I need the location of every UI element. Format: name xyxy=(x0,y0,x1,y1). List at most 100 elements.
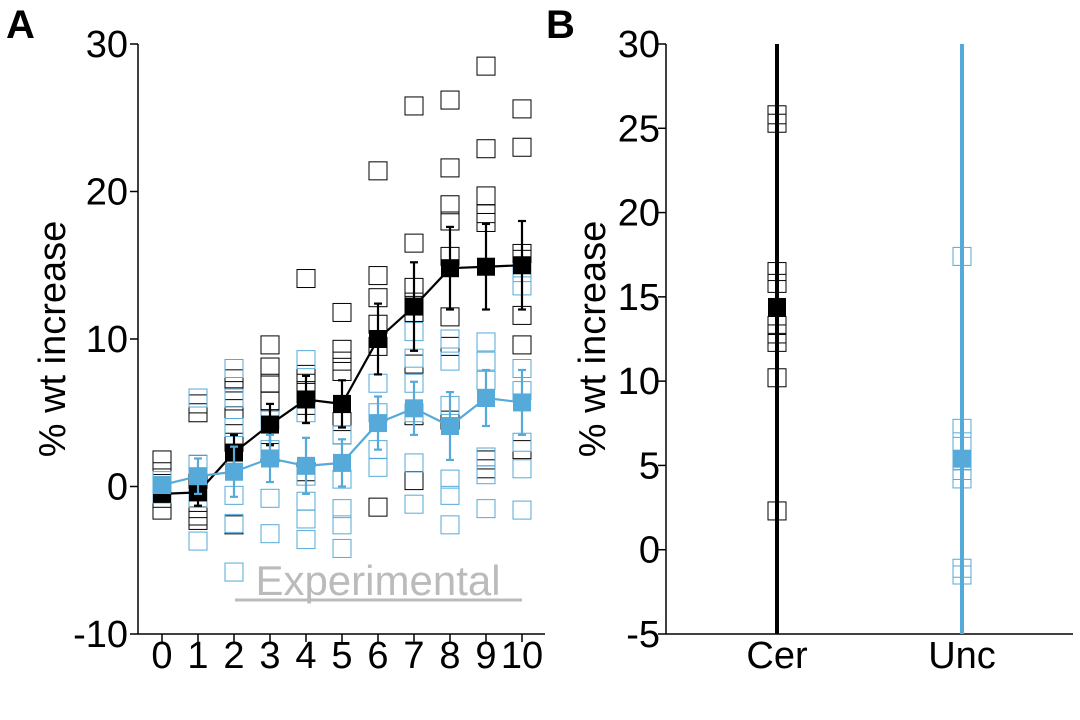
panel-a-x-tick-label: 1 xyxy=(187,635,208,677)
panel-a-x-tick-label: 10 xyxy=(501,635,543,677)
panel-a-individual-point xyxy=(512,440,532,460)
panel-a-individual-point xyxy=(512,335,532,355)
panel-a-y-tick-label: 10 xyxy=(86,319,128,361)
panel-a-y-tick-label: 20 xyxy=(86,172,128,214)
panel-a-y-tick-label: -10 xyxy=(73,614,128,656)
panel-a-x-tick-label: 3 xyxy=(259,635,280,677)
panel-b-y-tick-label: 0 xyxy=(639,530,660,572)
panel-a-mean-point xyxy=(153,476,171,495)
panel-a-x-tick-label: 5 xyxy=(331,635,352,677)
panel-a-points xyxy=(152,56,532,582)
panel-a-individual-point xyxy=(440,195,460,215)
panel-a-x-tick-label: 9 xyxy=(475,635,496,677)
panel-a-individual-point xyxy=(476,186,496,206)
panel-a-mean-point xyxy=(297,456,315,475)
panel-a-individual-point xyxy=(296,530,316,550)
panel-a-mean-point xyxy=(333,394,351,413)
panel-a-mean-point xyxy=(477,257,495,276)
panel-b-y-tick-label: 30 xyxy=(618,24,660,66)
panel-a-y-ticks: -10 0 10 20 30 xyxy=(73,24,138,656)
panel-a-individual-point xyxy=(224,562,244,582)
panel-b: B % wt increase -5 0 5 10 15 20 25 30 Cer Unc xyxy=(546,3,1073,677)
panel-a-individual-point xyxy=(368,161,388,181)
panel-a-individual-point xyxy=(440,329,460,349)
panel-a-individual-point xyxy=(188,403,208,423)
panel-a-individual-point xyxy=(188,510,208,530)
panel-b-content xyxy=(767,44,972,634)
panel-a-x-tick-label: 8 xyxy=(439,635,460,677)
panel-a-mean-point xyxy=(441,259,459,278)
panel-b-y-ticks: -5 0 5 10 15 20 25 30 xyxy=(618,24,666,656)
panel-a-x-tick-label: 6 xyxy=(367,635,388,677)
panel-a-individual-point xyxy=(476,56,496,76)
panel-a-mean-point xyxy=(513,256,531,275)
panel-a-individual-point xyxy=(476,499,496,519)
panel-a-individual-point xyxy=(404,96,424,116)
panel-a-individual-point xyxy=(224,381,244,401)
panel-a-individual-point xyxy=(440,515,460,535)
panel-a-mean-point xyxy=(405,399,423,418)
panel-b-x-tick-label: Unc xyxy=(928,635,996,677)
panel-a-individual-point xyxy=(404,494,424,514)
panel-b-y-tick-label: 15 xyxy=(618,277,660,319)
panel-a-annotation: Experimental xyxy=(235,557,522,604)
panel-a-individual-point xyxy=(512,459,532,479)
panel-a-x-tick-label: 4 xyxy=(295,635,316,677)
panel-a-mean-point xyxy=(441,417,459,436)
panel-b-individual-point xyxy=(767,113,787,133)
panel-a-individual-point xyxy=(440,336,460,356)
experimental-label: Experimental xyxy=(255,557,500,604)
panel-a-individual-point xyxy=(296,350,316,370)
panel-a-individual-point xyxy=(188,506,208,526)
panel-a-individual-point xyxy=(152,500,172,520)
panel-a-individual-point xyxy=(332,499,352,519)
panel-a-individual-point xyxy=(440,158,460,178)
panel-a-mean-point xyxy=(261,449,279,468)
panel-b-y-tick-label: 25 xyxy=(618,108,660,150)
panel-a-individual-point xyxy=(224,369,244,389)
panel-b-individual-point xyxy=(767,262,787,282)
panel-a-mean-point xyxy=(369,414,387,433)
panel-a-mean-point xyxy=(261,415,279,434)
panel-a-individual-point xyxy=(404,453,424,473)
panel-b-mean-point xyxy=(953,449,971,468)
panel-a-mean-point xyxy=(297,390,315,409)
panel-a-individual-point xyxy=(224,388,244,408)
panel-b-mean-point xyxy=(768,297,786,316)
panel-a-mean-point xyxy=(477,389,495,407)
panel-a-individual-point xyxy=(476,139,496,159)
panel-b-individual-point xyxy=(952,246,972,266)
panel-a-x-tick-label: 2 xyxy=(223,635,244,677)
panel-b-individual-point xyxy=(952,469,972,489)
panel-a-mean-point xyxy=(333,453,351,472)
panel-b-label: B xyxy=(546,3,575,47)
panel-a-individual-point xyxy=(188,388,208,408)
panel-b-individual-point xyxy=(767,332,787,352)
panel-a-individual-point xyxy=(440,485,460,505)
panel-b-x-ticks: Cer Unc xyxy=(746,635,995,677)
panel-b-individual-point xyxy=(767,368,787,388)
panel-a-means xyxy=(153,219,531,507)
panel-a-y-axis-label: % wt increase xyxy=(32,221,74,458)
panel-a-individual-point xyxy=(368,373,388,393)
panel-a-x-tick-label: 7 xyxy=(403,635,424,677)
panel-a-individual-point xyxy=(476,332,496,352)
panel-a-individual-point xyxy=(224,406,244,426)
panel-a-individual-point xyxy=(296,509,316,529)
panel-a-x-ticks: 0 1 2 3 4 5 6 7 8 9 10 xyxy=(151,634,543,677)
panel-a-y-tick-label: 30 xyxy=(86,24,128,66)
panel-a-mean-point xyxy=(513,393,531,412)
panel-a-individual-point xyxy=(476,465,496,485)
panel-b-x-tick-label: Cer xyxy=(746,635,808,677)
panel-b-y-tick-label: 5 xyxy=(639,445,660,487)
panel-a-individual-point xyxy=(512,500,532,520)
panel-a-individual-point xyxy=(224,359,244,378)
panel-a-individual-point xyxy=(332,361,352,381)
panel-a-label: A xyxy=(6,3,35,47)
panel-a-mean-point xyxy=(189,467,207,486)
panel-a-individual-point xyxy=(260,524,280,544)
panel-a-individual-point xyxy=(152,450,172,470)
panel-b-y-tick-label: -5 xyxy=(626,614,660,656)
panel-a-individual-point xyxy=(404,471,424,491)
panel-a-mean-point xyxy=(405,297,423,316)
